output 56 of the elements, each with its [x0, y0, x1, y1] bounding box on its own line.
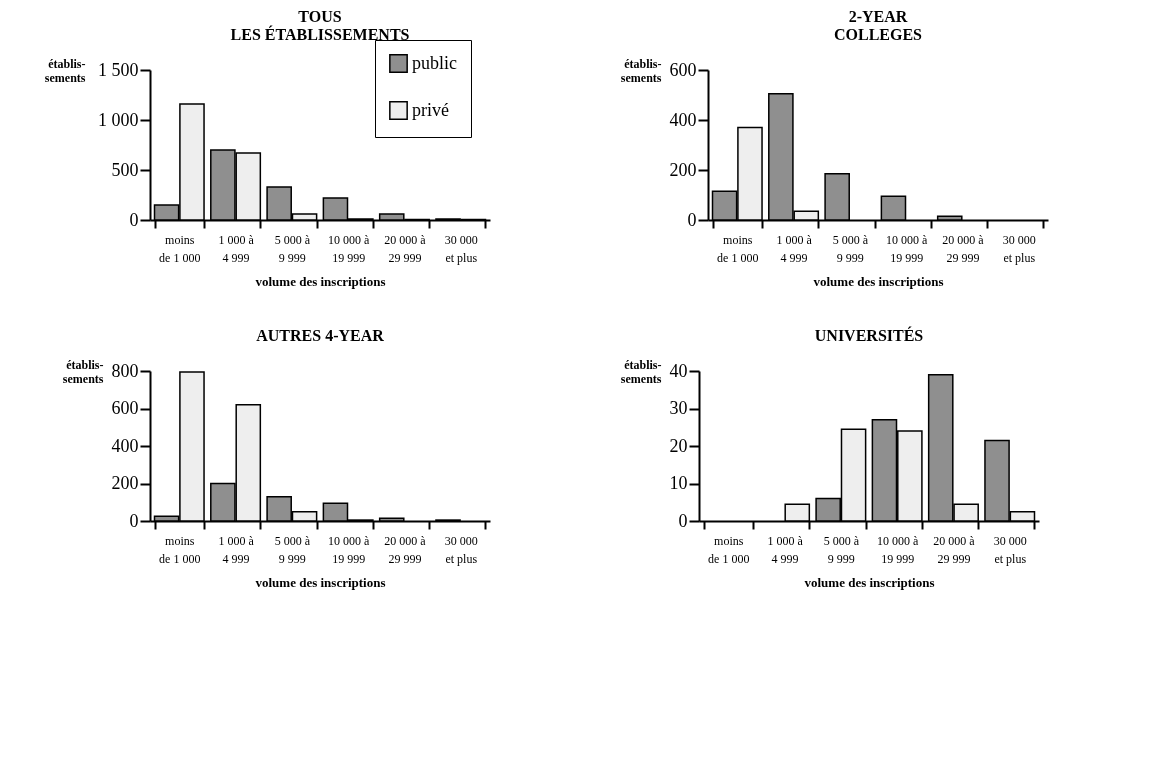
y-tick-label: 200 [111, 473, 139, 493]
chart-title: 2-YEAR COLLEGES [833, 8, 923, 43]
x-tick-label: 20 000 à 29 999 [384, 533, 427, 566]
y-axis-title: établis- sements [62, 357, 104, 386]
x-tick-label: 20 000 à 29 999 [933, 533, 976, 566]
y-axis-title: établis- sements [620, 56, 662, 85]
x-tick-label: 30 000 et plus [444, 533, 478, 566]
y-tick-label: 1 500 [98, 59, 139, 80]
y-tick-label: 0 [129, 510, 139, 531]
legend-label: privé [412, 99, 449, 120]
x-tick-label: 1 000 à 4 999 [218, 232, 255, 265]
y-tick-label: 1 000 [98, 109, 139, 130]
x-axis-title: volume des inscriptions [255, 574, 386, 590]
x-tick-label: 1 000 à 4 999 [776, 232, 813, 265]
x-tick-label: 5 000 à 9 999 [274, 232, 311, 265]
x-tick-label: 10 000 à 19 999 [327, 533, 370, 566]
chart-title: UNIVERSITÉS [814, 326, 924, 344]
x-axis-title: volume des inscriptions [813, 273, 944, 289]
x-tick-label: 10 000 à 19 999 [327, 232, 370, 265]
x-tick-label: 1 000 à 4 999 [767, 533, 804, 566]
x-tick-label: moins de 1 000 [708, 533, 750, 566]
y-tick-label: 0 [687, 209, 697, 230]
x-tick-label: moins de 1 000 [717, 232, 759, 265]
x-tick-label: moins de 1 000 [159, 232, 201, 265]
y-tick-label: 0 [129, 209, 139, 230]
x-tick-label: 20 000 à 29 999 [942, 232, 985, 265]
x-axis-title: volume des inscriptions [804, 574, 935, 590]
y-tick-label: 500 [111, 159, 139, 180]
chart-title: TOUS LES ÉTABLISSEMENTS [230, 8, 410, 43]
x-tick-label: 5 000 à 9 999 [832, 232, 869, 265]
y-axis-title: établis- sements [44, 56, 86, 85]
y-tick-label: 600 [111, 398, 139, 418]
y-tick-label: 20 [669, 435, 688, 456]
y-tick-label: 10 [669, 473, 688, 493]
chart-title: AUTRES 4-YEAR [256, 327, 385, 344]
x-tick-label: 5 000 à 9 999 [274, 533, 311, 566]
x-axis-title: volume des inscriptions [255, 273, 386, 289]
y-tick-label: 200 [669, 159, 697, 180]
y-tick-label: 40 [669, 360, 688, 381]
y-axis-title: établis- sements [620, 357, 662, 386]
y-tick-label: 600 [669, 59, 697, 80]
y-tick-label: 800 [111, 360, 139, 381]
y-tick-label: 400 [111, 435, 139, 456]
y-tick-label: 400 [669, 109, 697, 130]
x-tick-label: moins de 1 000 [159, 533, 201, 566]
x-tick-label: 1 000 à 4 999 [218, 533, 255, 566]
x-tick-label: 30 000 et plus [1002, 232, 1036, 265]
x-tick-label: 20 000 à 29 999 [384, 232, 427, 265]
x-tick-label: 10 000 à 19 999 [876, 533, 919, 566]
x-tick-label: 30 000 et plus [444, 232, 478, 265]
x-tick-label: 30 000 et plus [993, 533, 1027, 566]
x-tick-label: 5 000 à 9 999 [823, 533, 860, 566]
y-tick-label: 30 [669, 398, 688, 418]
x-tick-label: 10 000 à 19 999 [885, 232, 928, 265]
y-tick-label: 0 [678, 510, 688, 531]
legend-label: public [412, 52, 457, 73]
